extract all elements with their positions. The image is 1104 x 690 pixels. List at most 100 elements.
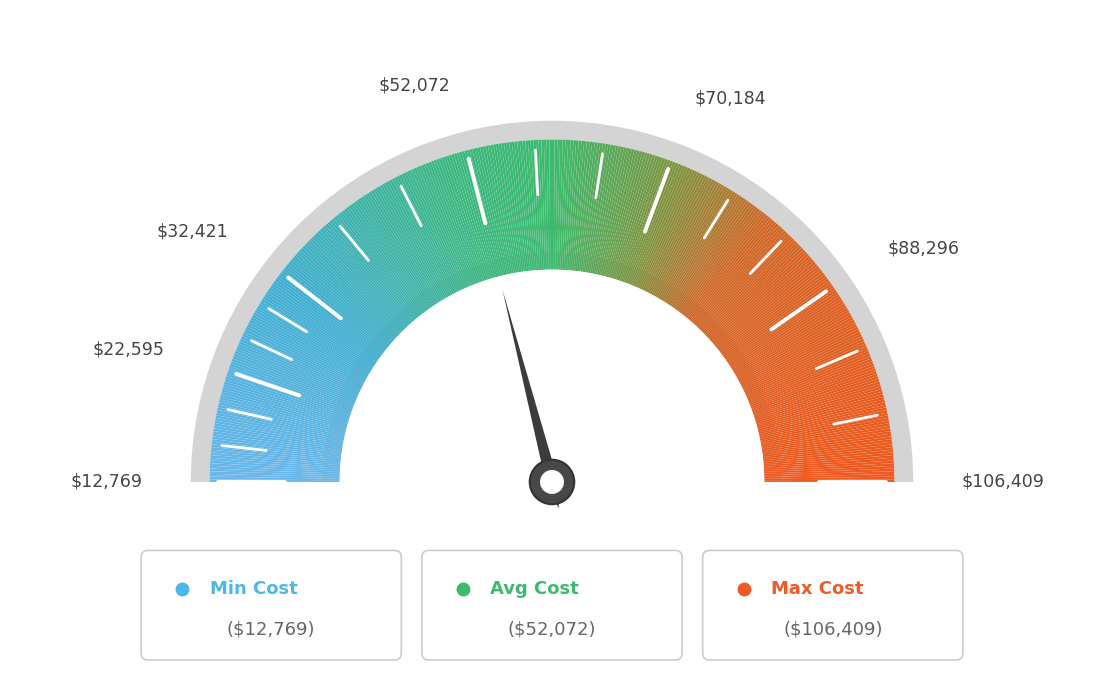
Wedge shape [230, 364, 353, 410]
Wedge shape [318, 230, 407, 327]
Wedge shape [753, 371, 877, 415]
Wedge shape [763, 447, 893, 462]
Wedge shape [268, 287, 378, 363]
Text: $106,409: $106,409 [962, 473, 1044, 491]
Wedge shape [541, 139, 546, 270]
Wedge shape [246, 326, 363, 387]
Wedge shape [731, 299, 842, 370]
Wedge shape [689, 220, 774, 321]
Wedge shape [667, 195, 740, 304]
Text: Min Cost: Min Cost [210, 580, 297, 598]
Wedge shape [336, 215, 420, 317]
Wedge shape [585, 144, 608, 273]
Wedge shape [698, 233, 788, 328]
Wedge shape [671, 199, 746, 307]
Wedge shape [414, 168, 468, 288]
Wedge shape [763, 439, 892, 457]
Wedge shape [240, 339, 359, 395]
Wedge shape [684, 215, 768, 317]
Wedge shape [283, 268, 386, 351]
Wedge shape [258, 303, 371, 373]
Wedge shape [244, 329, 362, 388]
Wedge shape [211, 447, 341, 462]
Wedge shape [763, 442, 892, 459]
Wedge shape [747, 348, 869, 401]
Wedge shape [262, 299, 373, 370]
Wedge shape [282, 270, 385, 352]
Wedge shape [623, 159, 668, 282]
Wedge shape [718, 268, 821, 351]
Wedge shape [678, 206, 757, 312]
Wedge shape [473, 148, 505, 275]
Wedge shape [746, 346, 868, 400]
Wedge shape [764, 455, 893, 467]
Wedge shape [672, 200, 749, 308]
Wedge shape [522, 141, 535, 270]
Wedge shape [274, 281, 380, 359]
Wedge shape [699, 234, 790, 330]
Wedge shape [760, 410, 888, 439]
Text: $52,072: $52,072 [379, 77, 450, 95]
Wedge shape [528, 140, 539, 270]
Wedge shape [744, 336, 863, 393]
Wedge shape [402, 173, 460, 291]
Wedge shape [278, 274, 383, 355]
Wedge shape [677, 205, 755, 311]
Wedge shape [736, 313, 851, 378]
Wedge shape [735, 308, 848, 375]
Wedge shape [485, 146, 512, 274]
Wedge shape [390, 179, 453, 295]
Wedge shape [646, 175, 705, 292]
Wedge shape [697, 230, 786, 327]
Text: $22,595: $22,595 [93, 340, 164, 359]
Wedge shape [232, 358, 354, 407]
Wedge shape [758, 402, 885, 434]
Wedge shape [351, 204, 428, 310]
Wedge shape [253, 313, 368, 378]
Wedge shape [758, 404, 887, 435]
Wedge shape [764, 457, 894, 469]
Wedge shape [756, 389, 882, 426]
Wedge shape [587, 144, 611, 273]
Wedge shape [217, 407, 344, 437]
Wedge shape [741, 326, 858, 387]
Wedge shape [214, 423, 343, 447]
Wedge shape [721, 274, 826, 355]
Wedge shape [520, 141, 533, 270]
Wedge shape [434, 160, 480, 283]
Wedge shape [251, 317, 365, 381]
Wedge shape [764, 463, 894, 472]
Wedge shape [263, 296, 373, 368]
Text: ($12,769): ($12,769) [227, 620, 316, 638]
Wedge shape [708, 250, 805, 339]
Wedge shape [550, 139, 552, 270]
Wedge shape [236, 346, 358, 400]
Wedge shape [730, 294, 840, 367]
Wedge shape [762, 428, 891, 451]
Wedge shape [745, 339, 864, 395]
Wedge shape [752, 368, 875, 413]
Wedge shape [628, 163, 678, 284]
Wedge shape [733, 303, 846, 373]
Wedge shape [247, 324, 363, 386]
Wedge shape [620, 158, 666, 282]
Wedge shape [723, 279, 829, 357]
Wedge shape [322, 253, 782, 482]
Wedge shape [704, 244, 799, 335]
Wedge shape [373, 188, 443, 301]
Wedge shape [755, 384, 881, 423]
Text: Avg Cost: Avg Cost [490, 580, 580, 598]
Wedge shape [404, 172, 461, 290]
Wedge shape [636, 168, 690, 288]
Wedge shape [539, 140, 545, 270]
Wedge shape [264, 294, 374, 367]
Wedge shape [665, 191, 735, 303]
Wedge shape [467, 150, 501, 276]
Text: $88,296: $88,296 [888, 239, 959, 257]
Wedge shape [608, 152, 645, 277]
Wedge shape [396, 176, 457, 293]
Wedge shape [223, 384, 349, 423]
Wedge shape [724, 281, 830, 359]
Wedge shape [408, 170, 465, 289]
Wedge shape [452, 154, 491, 279]
